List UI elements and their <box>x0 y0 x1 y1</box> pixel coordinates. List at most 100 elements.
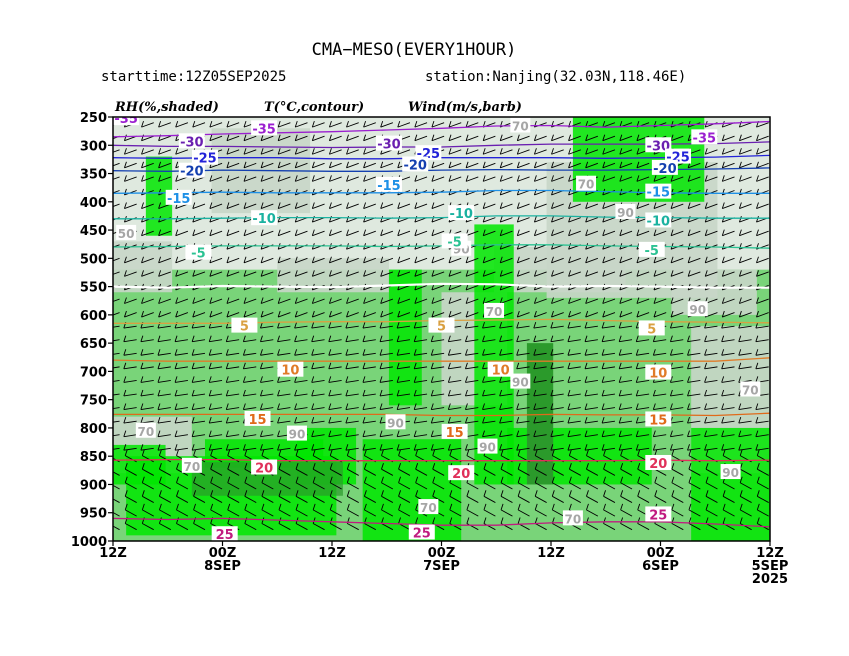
wind-barb-flag <box>260 310 264 318</box>
wind-barb <box>174 352 188 356</box>
wind-barb-flag <box>328 444 332 451</box>
wind-barb <box>347 523 359 531</box>
wind-barb <box>209 176 223 182</box>
wind-barb-flag <box>141 270 144 277</box>
wind-barb <box>722 135 735 142</box>
wind-barb <box>278 271 291 277</box>
wind-barb-flag <box>380 215 384 223</box>
wind-barb-flag <box>550 430 554 437</box>
wind-barb-flag <box>620 490 624 497</box>
wind-barb <box>448 352 462 356</box>
wind-barb-flag <box>380 120 384 128</box>
wind-barb <box>448 420 462 424</box>
wind-barb-flag <box>619 148 623 155</box>
wind-barb-flag <box>379 430 383 437</box>
wind-barb <box>397 380 411 383</box>
wind-barb-flag <box>619 175 623 182</box>
wind-barb <box>397 447 411 451</box>
wind-barb <box>636 447 650 451</box>
wind-barb-flag <box>124 490 128 497</box>
wind-barb-flag <box>431 134 435 141</box>
wind-barb <box>739 122 752 128</box>
wind-barb <box>466 482 479 490</box>
wind-barb <box>398 509 411 517</box>
wind-barb <box>345 420 359 424</box>
wind-barb <box>721 352 735 356</box>
wind-barb <box>364 509 377 517</box>
wind-barb <box>483 509 496 517</box>
wind-barb <box>569 468 581 476</box>
wind-barb-flag <box>431 120 435 128</box>
wind-barb <box>533 434 547 438</box>
wind-barb <box>602 447 616 451</box>
wind-barb <box>431 393 445 397</box>
wind-barb <box>448 271 462 277</box>
wind-barb-flag <box>432 449 436 456</box>
wind-barb-flag <box>346 120 349 128</box>
wind-barb <box>397 285 411 291</box>
wind-barb-flag <box>346 297 349 304</box>
wind-barb <box>142 455 154 463</box>
wind-barb <box>159 523 172 531</box>
wind-barb-flag <box>108 517 110 523</box>
contour-label: -30 <box>377 138 401 153</box>
wind-barb <box>398 468 411 476</box>
wind-barb <box>311 393 325 397</box>
wind-barb-flag <box>312 503 316 511</box>
wind-barb-flag <box>533 161 537 168</box>
wind-barb <box>687 420 701 424</box>
wind-barb-flag <box>635 335 639 342</box>
wind-barb <box>158 230 171 237</box>
contour-label-box <box>645 137 672 153</box>
wind-barb-flag <box>601 349 605 356</box>
temperature-contour <box>113 357 770 362</box>
contour-label-box <box>645 212 672 228</box>
wind-barb-flag <box>108 504 110 510</box>
wind-barb <box>226 298 240 304</box>
wind-barb <box>671 482 684 490</box>
wind-barb-flag <box>533 134 537 141</box>
wind-barb-flag <box>363 463 367 470</box>
wind-barb-flag <box>705 517 709 524</box>
wind-barb <box>415 468 428 476</box>
wind-barb <box>722 312 735 318</box>
wind-barb <box>670 271 684 277</box>
wind-barb-flag <box>721 310 725 318</box>
contour-label: 20 <box>452 467 470 482</box>
wind-barb-flag <box>721 148 725 155</box>
wind-barb <box>346 122 359 128</box>
wind-barb-flag <box>158 476 162 483</box>
wind-barb <box>585 298 599 304</box>
wind-barb <box>432 495 445 503</box>
wind-barb-flag <box>243 270 247 277</box>
wind-barb-flag <box>687 335 690 342</box>
wind-barb <box>140 407 154 410</box>
chart-title: CMA−MESO(EVERY1HOUR) <box>312 40 517 60</box>
wind-barb <box>346 230 359 237</box>
rh-label-box <box>286 425 307 441</box>
wind-barb-flag <box>123 444 127 451</box>
wind-barb <box>533 420 547 424</box>
wind-barb-flag <box>107 203 109 209</box>
contour-label-box <box>231 317 258 333</box>
wind-barb-flag <box>363 490 367 497</box>
wind-field-label: Wind(m/s,barb) <box>408 100 522 115</box>
wind-barb-flag <box>533 148 537 155</box>
wind-barb-flag <box>756 161 759 168</box>
wind-barb-flag <box>363 120 367 128</box>
wind-barb-flag <box>175 229 179 236</box>
wind-barb-flag <box>585 202 589 209</box>
wind-barb-flag <box>738 310 742 318</box>
wind-barb-flag <box>500 503 504 511</box>
wind-barb <box>414 366 428 370</box>
wind-barb <box>209 352 223 356</box>
wind-barb-flag <box>397 256 401 263</box>
wind-barb-flag <box>533 229 537 236</box>
wind-barb-flag <box>380 161 384 168</box>
wind-barb <box>465 298 479 304</box>
wind-barb-flag <box>277 161 281 168</box>
rh-label: 70 <box>512 119 529 133</box>
wind-barb-flag <box>294 161 298 168</box>
wind-barb <box>226 271 240 277</box>
wind-barb-flag <box>671 476 675 483</box>
